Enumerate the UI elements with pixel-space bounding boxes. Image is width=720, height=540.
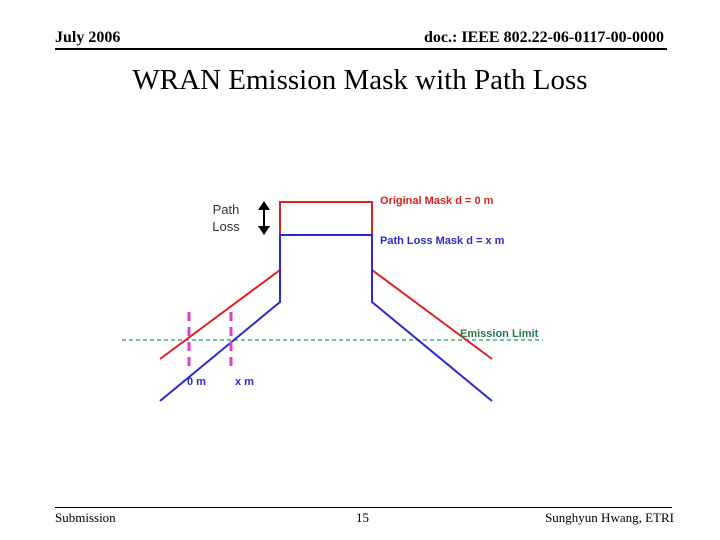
footer-page-number: 15 [356,510,369,525]
path-loss-arrow-icon [258,201,270,235]
header-doc-id: doc.: IEEE 802.22-06-0117-00-0000 [424,29,664,46]
slide-title: WRAN Emission Mask with Path Loss [132,64,588,96]
path-loss-mask-label: Path Loss Mask d = x m [380,235,505,247]
footer-author: Sunghyun Hwang, ETRI [545,510,674,525]
original-mask-label: Original Mask d = 0 m [380,195,494,207]
path-loss-label-line1: Path [213,202,240,217]
original-mask-line [159,201,493,360]
distance-zero-label: 0 m [187,376,206,388]
footer-submission: Submission [55,510,116,525]
footer-divider [55,507,672,508]
emission-limit-label: Emission Limit [460,328,539,340]
path-loss-mask-line [159,234,493,402]
path-loss-label-line2: Loss [212,219,240,234]
header-divider [55,48,667,50]
header-date: July 2006 [55,29,121,46]
distance-x-label: x m [235,376,254,388]
